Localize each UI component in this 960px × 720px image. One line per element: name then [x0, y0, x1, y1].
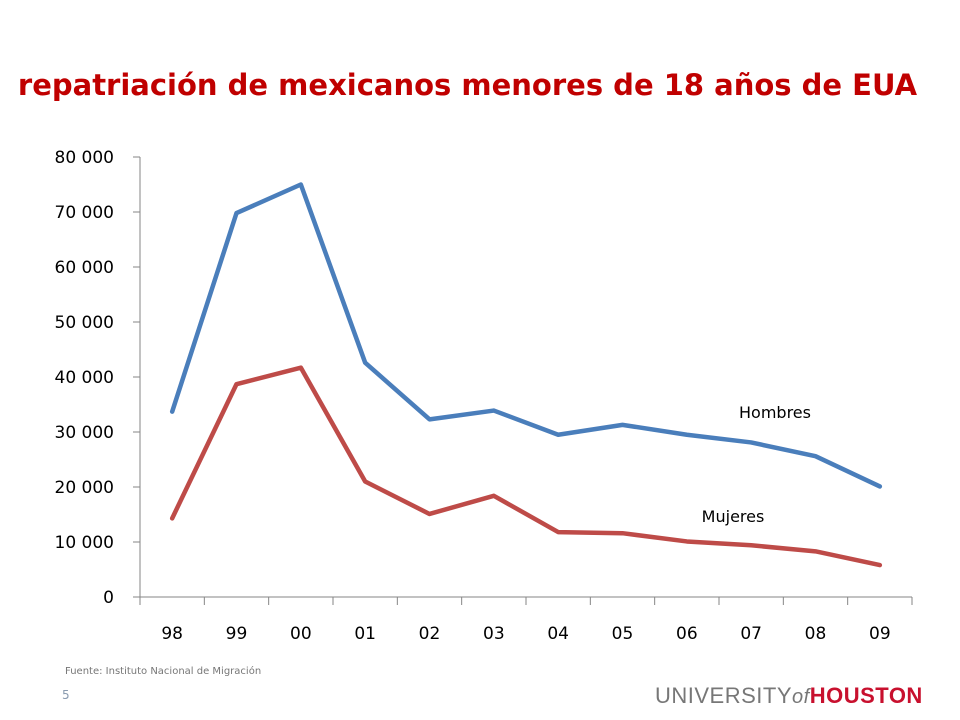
x-tick-label: 02	[419, 624, 441, 644]
y-tick-label: 20 000	[55, 478, 114, 498]
y-tick-label: 10 000	[55, 533, 114, 553]
logo-of: of	[792, 686, 810, 708]
y-tick-label: 40 000	[55, 368, 114, 388]
series-line-hombres	[169, 182, 883, 489]
y-tick-label: 50 000	[55, 313, 114, 333]
y-tick-label: 0	[103, 588, 114, 608]
x-tick-label: 99	[226, 624, 248, 644]
page-number: 5	[62, 688, 70, 702]
x-tick-label: 08	[805, 624, 827, 644]
x-tick-label: 06	[676, 624, 698, 644]
series-line-mujeres	[169, 365, 883, 568]
x-tick-label: 05	[612, 624, 634, 644]
series-labels: Hombres Mujeres	[702, 403, 811, 526]
x-tick-label: 98	[161, 624, 183, 644]
x-axis: 98 99 00 01 02 03 04 05 06 07 08 09	[139, 596, 913, 644]
series-label-hombres: Hombres	[739, 403, 811, 422]
y-tick-label: 80 000	[55, 148, 114, 168]
series-lines	[169, 182, 883, 568]
logo-university: UNIVERSITY	[655, 683, 793, 708]
x-tick-label: 01	[354, 624, 376, 644]
series-label-mujeres: Mujeres	[702, 507, 765, 526]
logo-houston: HOUSTON	[809, 683, 923, 708]
x-tick-label: 00	[290, 624, 312, 644]
y-tick-label: 30 000	[55, 423, 114, 443]
x-tick-label: 09	[869, 624, 891, 644]
x-tick-label: 04	[547, 624, 569, 644]
source-note: Fuente: Instituto Nacional de Migración	[65, 666, 262, 677]
university-of-houston-logo: UNIVERSITYofHOUSTON	[655, 683, 923, 709]
x-tick-label: 07	[740, 624, 762, 644]
x-tick-label: 03	[483, 624, 505, 644]
y-axis: 0 10 000 20 000 30 000 40 000 50 000 60 000 70 …	[55, 148, 141, 608]
y-tick-label: 70 000	[55, 203, 114, 223]
slide-title: repatriación de mexicanos menores de 18 …	[17, 68, 918, 102]
y-tick-label: 60 000	[55, 258, 114, 278]
